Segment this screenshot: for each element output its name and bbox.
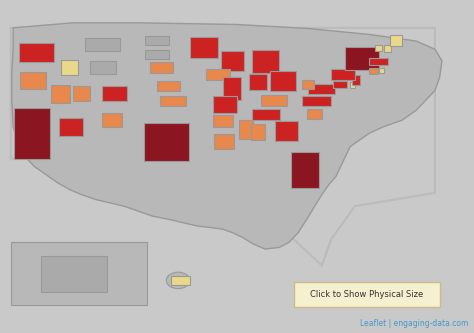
Bar xyxy=(308,84,336,94)
Bar xyxy=(51,85,70,103)
Bar xyxy=(171,276,190,285)
Bar xyxy=(145,36,169,45)
Bar xyxy=(20,72,46,89)
Bar xyxy=(369,58,388,65)
Bar xyxy=(160,96,186,106)
Bar xyxy=(220,51,244,71)
Bar xyxy=(73,87,90,101)
Polygon shape xyxy=(12,23,442,249)
Bar xyxy=(252,50,279,73)
Bar xyxy=(301,96,331,107)
Bar xyxy=(379,68,383,73)
Bar xyxy=(369,68,378,74)
Bar xyxy=(293,282,439,307)
Bar xyxy=(102,113,122,127)
Bar xyxy=(352,75,360,85)
Bar xyxy=(270,71,296,91)
Bar xyxy=(249,74,267,90)
Bar xyxy=(101,87,128,101)
Bar xyxy=(291,152,319,188)
Bar xyxy=(307,109,322,119)
Bar xyxy=(213,115,233,127)
Bar xyxy=(261,95,287,106)
Bar xyxy=(213,96,237,113)
Bar xyxy=(157,81,180,91)
Bar xyxy=(252,109,280,120)
Bar xyxy=(85,38,120,51)
Bar xyxy=(214,134,234,149)
Bar xyxy=(59,118,83,136)
Bar xyxy=(150,62,173,73)
Bar xyxy=(333,81,347,88)
Bar xyxy=(206,69,230,80)
Circle shape xyxy=(166,272,190,289)
Bar xyxy=(19,43,55,63)
Bar xyxy=(375,45,382,51)
Polygon shape xyxy=(11,28,435,265)
Bar xyxy=(302,80,314,89)
Bar xyxy=(331,69,356,81)
Bar xyxy=(190,37,218,58)
Polygon shape xyxy=(11,242,147,305)
Bar xyxy=(350,82,356,88)
Bar xyxy=(391,35,402,46)
Bar xyxy=(90,61,116,74)
Text: Click to Show Physical Size: Click to Show Physical Size xyxy=(310,290,423,299)
Bar xyxy=(223,77,241,101)
Bar xyxy=(14,108,50,159)
Bar xyxy=(251,124,265,140)
Bar xyxy=(345,47,379,70)
Bar xyxy=(275,121,298,141)
Bar xyxy=(239,121,254,139)
Bar xyxy=(145,50,169,59)
Bar xyxy=(41,256,108,292)
Bar xyxy=(384,45,392,52)
Text: Leaflet | engaging-data.com: Leaflet | engaging-data.com xyxy=(359,319,468,328)
Bar xyxy=(62,60,78,75)
Bar xyxy=(144,123,189,161)
